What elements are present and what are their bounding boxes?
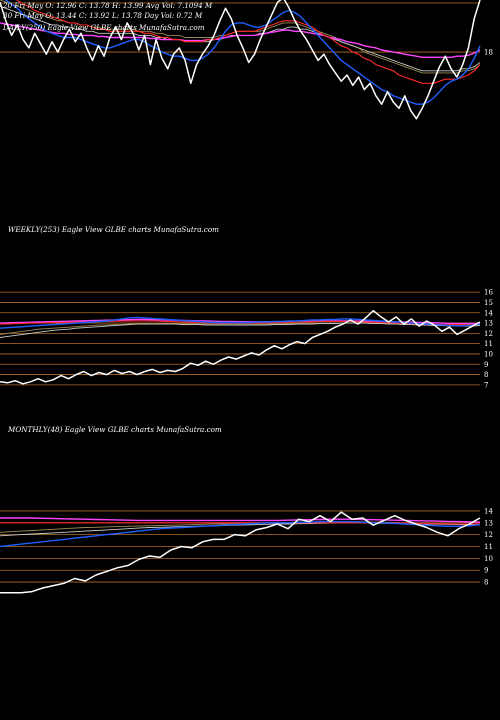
monthly-y-tick-10: 10 [484,555,493,563]
weekly-y-tick-16: 16 [484,289,493,297]
daily-price-line [0,0,481,120]
weekly-y-tick-14: 14 [484,309,493,317]
daily-series [0,0,481,120]
monthly-y-ticks: 14 13 12 11 10 9 8 [484,507,493,586]
monthly-y-tick-9: 9 [484,567,488,575]
weekly-y-tick-7: 7 [484,381,488,389]
monthly-y-tick-8: 8 [484,579,488,587]
header-line-3: DAILY(250) Eagle View GLBE charts Munafa… [2,23,205,32]
monthly-ema-long-line [0,517,481,523]
header-line-2: 30 Fri May O: 13.44 C: 13.92 L: 13.78 Da… [3,11,203,20]
monthly-y-tick-12: 12 [484,531,493,539]
header-line-1: 20 Fri May O: 12.96 C: 13.78 H: 13.99 Av… [2,1,213,10]
weekly-y-tick-8: 8 [484,371,488,379]
weekly-y-ticks: 16 15 14 13 12 11 10 9 8 7 [484,289,493,390]
monthly-y-tick-14: 14 [484,507,493,515]
daily-y-tick-18: 18 [484,49,493,57]
weekly-series [0,309,481,385]
daily-level-lines [0,2,480,53]
monthly-price-line [0,511,481,594]
monthly-ema-mid-line [0,522,481,525]
weekly-sma-gray-line [0,322,481,338]
weekly-level-lines [0,291,480,386]
weekly-y-tick-10: 10 [484,350,493,358]
daily-ema-mid-line [15,0,481,84]
weekly-ema-short-line [0,316,481,329]
daily-y-ticks: 18 [484,49,493,57]
monthly-y-tick-13: 13 [484,519,493,527]
monthly-ema-short-line [0,520,481,548]
weekly-panel-title: WEEKLY(253) Eagle View GLBE charts Munaf… [8,225,219,234]
daily-ema-short-line [3,0,481,105]
weekly-y-tick-11: 11 [484,340,493,348]
weekly-panel: 16 15 14 13 12 11 10 9 8 7 [0,289,493,390]
weekly-price-line [0,309,481,385]
weekly-y-tick-12: 12 [484,330,493,338]
weekly-y-tick-15: 15 [484,299,493,307]
monthly-panel-title: MONTHLY(48) Eagle View GLBE charts Munaf… [7,425,222,434]
daily-panel: 18 [0,0,493,120]
monthly-panel: 14 13 12 11 10 9 8 [0,507,493,594]
monthly-y-tick-11: 11 [484,543,493,551]
weekly-y-tick-13: 13 [484,320,493,328]
monthly-series [0,511,481,594]
weekly-y-tick-9: 9 [484,361,488,369]
